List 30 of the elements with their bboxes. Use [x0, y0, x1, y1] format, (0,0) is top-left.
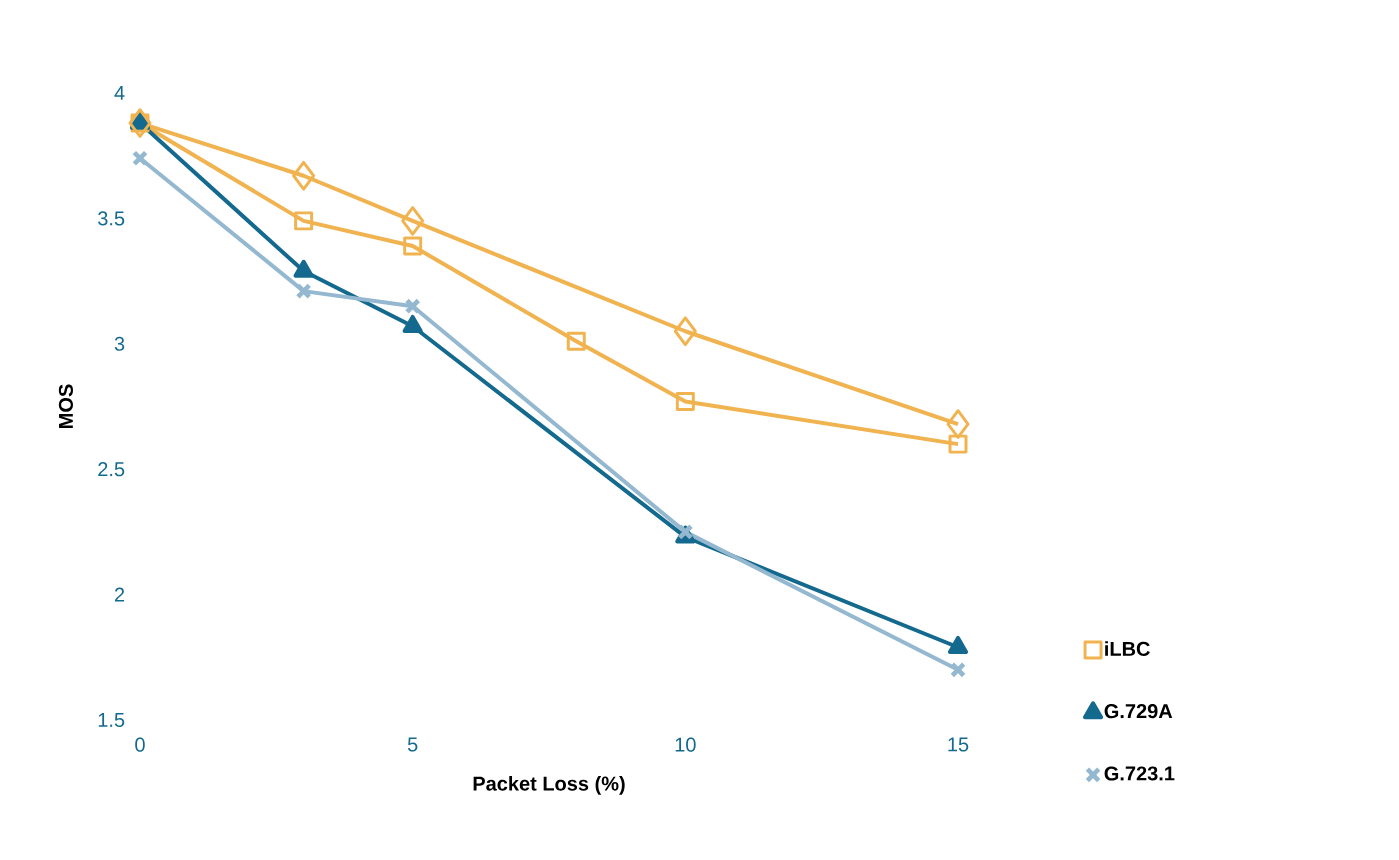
point — [294, 211, 314, 231]
point — [677, 523, 694, 540]
point — [673, 316, 697, 347]
point — [132, 150, 149, 167]
x-tick-label: 0 — [135, 737, 145, 752]
x-tick-label: 15 — [948, 737, 969, 752]
y-tick-label: 3 — [114, 336, 125, 351]
point — [401, 206, 425, 236]
point — [128, 108, 152, 138]
point — [950, 661, 966, 678]
y-tick-label: 1.5 — [98, 713, 125, 727]
legend-label: G.723.1 — [1104, 766, 1175, 781]
point — [404, 298, 421, 315]
point — [295, 283, 312, 300]
point — [403, 236, 423, 256]
y-tick-label: 3.5 — [98, 211, 125, 226]
legend-label: G.729A — [1104, 704, 1173, 719]
y-tick-label: 2.5 — [98, 462, 125, 477]
x-axis-title: Packet Loss (%) — [473, 776, 625, 795]
y-tick-label: 4 — [114, 86, 125, 100]
point — [946, 409, 970, 439]
point — [566, 331, 586, 351]
x-tick-label: 10 — [675, 737, 696, 752]
point — [292, 160, 316, 191]
point — [948, 434, 968, 454]
y-axis-title: MOS — [58, 384, 73, 428]
y-tick-label: 2 — [114, 587, 125, 602]
legend-label: iLBC — [1105, 641, 1150, 656]
x-tick-label: 5 — [407, 737, 418, 752]
point — [675, 392, 695, 411]
